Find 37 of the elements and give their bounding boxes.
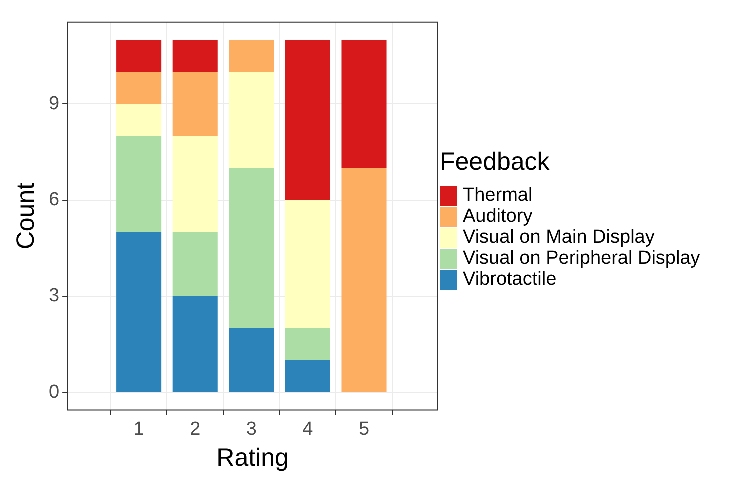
legend-title: Feedback	[440, 148, 551, 177]
bar	[285, 360, 330, 392]
legend-label: Visual on Main Display	[463, 226, 655, 248]
bar	[342, 168, 387, 392]
y-axis-title: Count	[12, 182, 40, 250]
x-tick-label: 3	[246, 418, 257, 440]
x-tick-label: 1	[134, 418, 144, 440]
bar	[229, 328, 274, 392]
legend-label: Vibrotactile	[463, 268, 557, 290]
y-tick-label: 0	[48, 382, 60, 403]
bar	[285, 40, 330, 200]
bar	[172, 72, 218, 136]
bar	[172, 296, 218, 392]
bar	[172, 40, 218, 72]
bar	[172, 232, 218, 296]
y-tick-label: 6	[48, 190, 60, 211]
bar	[285, 200, 330, 328]
bar	[116, 232, 162, 392]
bar	[229, 168, 274, 328]
x-tick-label: 5	[358, 418, 370, 440]
bar	[116, 136, 162, 232]
bar	[116, 40, 162, 72]
bar	[172, 136, 218, 232]
x-axis-title: Rating	[216, 444, 289, 472]
y-tick-label: 9	[48, 93, 60, 114]
bar	[116, 104, 162, 136]
y-tick-label: 3	[48, 286, 60, 307]
bar	[285, 328, 330, 361]
bar	[116, 72, 162, 104]
bar	[229, 40, 274, 72]
x-tick-label: 2	[190, 418, 201, 440]
x-tick-label: 4	[302, 418, 314, 440]
legend-label: Auditory	[463, 206, 533, 228]
bar	[229, 72, 274, 168]
bar	[342, 40, 387, 168]
legend-label: Thermal	[463, 184, 533, 206]
legend-label: Visual on Peripheral Display	[463, 248, 700, 270]
